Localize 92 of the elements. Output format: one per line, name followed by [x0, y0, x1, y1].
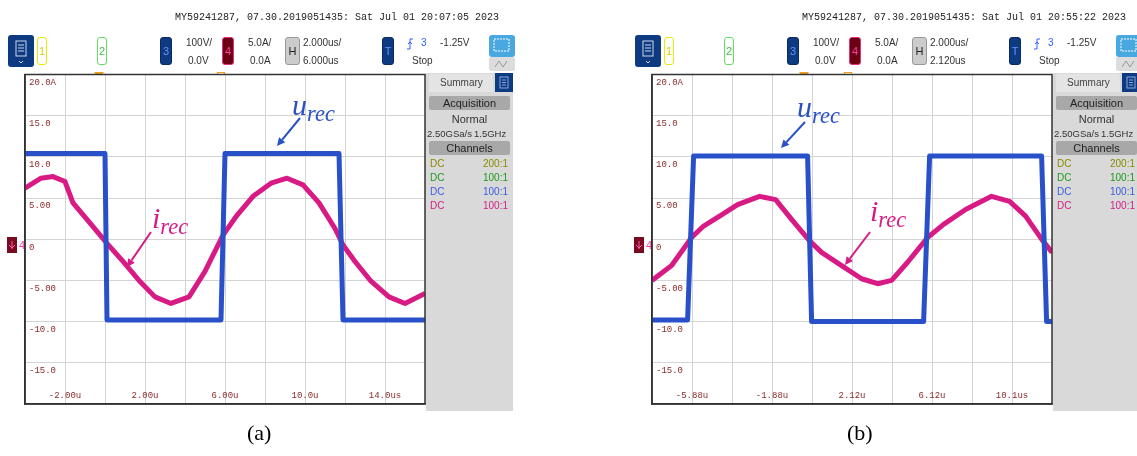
text: Acquisition — [1056, 96, 1137, 110]
text: Stop — [1039, 55, 1060, 67]
y-tick-label: 20.0A — [29, 77, 57, 88]
text: 100V/ — [186, 37, 213, 49]
text: 200:1 — [481, 158, 508, 170]
text: 100:1 — [1108, 186, 1135, 198]
text: DC — [430, 172, 445, 184]
x-tick-label: -1.88u — [755, 390, 789, 401]
y-tick-label: 10.0 — [29, 160, 51, 171]
y-tick-label: 10.0 — [656, 160, 678, 171]
channel-button: H — [285, 37, 300, 65]
y-tick-label: 20.0A — [656, 77, 684, 88]
text: 100:1 — [481, 186, 508, 198]
text: DC — [430, 158, 445, 170]
x-tick-label: -2.00u — [48, 390, 82, 401]
text: MY59241287, 07.30.2019051435: Sat Jul 01 20:55:22 2023 — [802, 12, 1127, 24]
y-tick-label: 0 — [29, 242, 35, 253]
channel-button: 4 — [849, 37, 861, 65]
y-tick-label: -5.00 — [29, 283, 57, 294]
text: 100:1 — [481, 200, 508, 212]
series-label: u$_{rec}$ — [797, 90, 840, 130]
text: 100:1 — [1108, 172, 1135, 184]
text: 2.000us/ — [930, 37, 969, 49]
text: DC — [430, 200, 445, 212]
channel-button: 1 — [664, 37, 674, 65]
text: 200:1 — [1108, 158, 1135, 170]
series-label: i$_{rec}$ — [152, 201, 189, 241]
text: 2.50GSa/s — [427, 128, 472, 140]
x-tick-label: 10.0u — [291, 390, 319, 401]
text: 6.000us — [303, 55, 339, 67]
text: 100:1 — [481, 172, 508, 184]
text: DC — [430, 186, 445, 198]
text: Normal — [450, 113, 489, 125]
text: 0.0A — [250, 55, 271, 67]
text: 100V/ — [813, 37, 840, 49]
series-label: i$_{rec}$ — [870, 194, 907, 234]
text: Channels — [1056, 141, 1137, 155]
text: 2.000us/ — [303, 37, 342, 49]
text: MY59241287, 07.30.2019051435: Sat Jul 01 20:07:05 2023 — [175, 12, 500, 24]
x-tick-label: 10.1us — [995, 390, 1029, 401]
channel-button: 2 — [724, 37, 734, 65]
text: 3 — [421, 37, 427, 49]
y-tick-label: 5.00 — [29, 201, 51, 212]
text: Acquisition — [429, 96, 510, 110]
channel-button: 2 — [97, 37, 107, 65]
text: 100:1 — [1108, 200, 1135, 212]
y-tick-label: 5.00 — [656, 201, 678, 212]
text: 2.50GSa/s — [1054, 128, 1099, 140]
text: DC — [1057, 200, 1072, 212]
channel-button: 1 — [37, 37, 47, 65]
y-tick-label: -5.00 — [656, 283, 684, 294]
channel-button: 4 — [222, 37, 234, 65]
channel-button: T — [1009, 37, 1021, 65]
text: DC — [1057, 186, 1072, 198]
x-tick-label: 2.12u — [838, 390, 866, 401]
text: -1.25V — [440, 37, 470, 49]
text: 0.0V — [188, 55, 209, 67]
text: -1.25V — [1067, 37, 1097, 49]
channel-button: T — [382, 37, 394, 65]
y-tick-label: -10.0 — [29, 324, 57, 335]
channel-button: 3 — [160, 37, 172, 65]
text: 1.5GHz — [474, 128, 507, 140]
channel-button: 3 — [787, 37, 799, 65]
y-tick-label: 15.0 — [29, 118, 51, 129]
text: DC — [1057, 172, 1072, 184]
y-tick-label: 15.0 — [656, 118, 678, 129]
text: Stop — [412, 55, 433, 67]
series-label: u$_{rec}$ — [292, 88, 335, 128]
text: 0.0A — [877, 55, 898, 67]
text: (a) — [247, 420, 272, 446]
text: 1.5GHz — [1101, 128, 1134, 140]
y-tick-label: 0 — [656, 242, 662, 253]
text: (b) — [847, 420, 873, 446]
text: 2.120us — [930, 55, 966, 67]
x-tick-label: 6.00u — [211, 390, 239, 401]
text: 5.0A/ — [248, 37, 272, 49]
x-tick-label: 2.00u — [131, 390, 159, 401]
x-tick-label: 14.0us — [368, 390, 402, 401]
text: 5.0A/ — [875, 37, 899, 49]
y-tick-label: -10.0 — [656, 324, 684, 335]
x-tick-label: 6.12u — [918, 390, 946, 401]
text: Summary — [1067, 77, 1110, 89]
text: Normal — [1077, 113, 1116, 125]
channel-button: H — [912, 37, 927, 65]
text: DC — [1057, 158, 1072, 170]
text: Summary — [440, 77, 483, 89]
y-tick-label: -15.0 — [656, 366, 684, 377]
text: 3 — [1048, 37, 1054, 49]
x-tick-label: -5.88u — [675, 390, 709, 401]
text: Channels — [429, 141, 510, 155]
y-tick-label: -15.0 — [29, 366, 57, 377]
text: 0.0V — [815, 55, 836, 67]
